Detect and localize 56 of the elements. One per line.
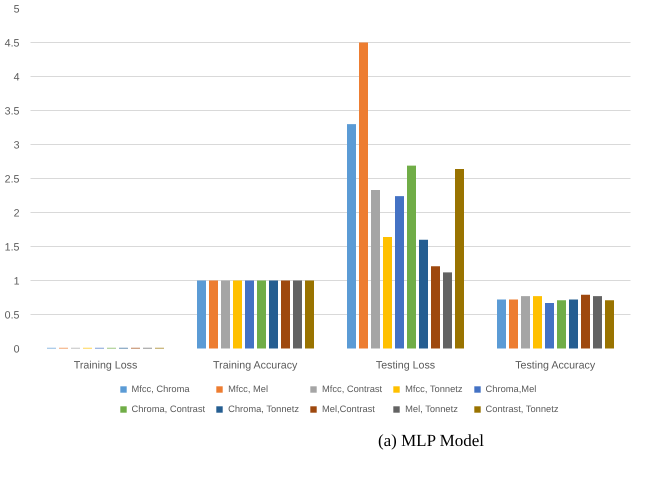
bar bbox=[605, 300, 614, 348]
bar bbox=[383, 236, 392, 348]
bar bbox=[419, 240, 428, 348]
legend-label: Mfcc, Contrast bbox=[322, 384, 382, 394]
y-tick-label: 1.5 bbox=[4, 242, 20, 254]
bar bbox=[233, 280, 242, 348]
bar bbox=[581, 294, 590, 348]
bar bbox=[245, 280, 254, 348]
bar bbox=[293, 280, 302, 348]
bar bbox=[281, 280, 290, 348]
bar bbox=[455, 168, 464, 348]
bar bbox=[521, 296, 530, 348]
y-tick-label: 0.5 bbox=[4, 310, 20, 322]
legend-label: Chroma, Contrast bbox=[132, 404, 206, 414]
y-tick-label: 4 bbox=[14, 72, 20, 84]
bar bbox=[545, 302, 554, 348]
y-tick-label: 2 bbox=[14, 208, 20, 220]
legend-label: Chroma,Mel bbox=[486, 384, 536, 394]
bar bbox=[497, 300, 506, 348]
text: (a) MLP Model bbox=[378, 430, 484, 452]
x-tick-label: Testing Accuracy bbox=[515, 360, 596, 372]
bar bbox=[197, 280, 206, 348]
bar bbox=[533, 296, 542, 348]
bar bbox=[557, 300, 566, 348]
legend-label: Mfcc, Chroma bbox=[132, 384, 190, 394]
y-tick-label: 1 bbox=[14, 276, 20, 288]
y-tick-label: 3.5 bbox=[4, 106, 20, 118]
bar bbox=[221, 280, 230, 348]
bar bbox=[593, 296, 602, 348]
legend-label: Chroma, Tonnetz bbox=[228, 404, 300, 414]
bar bbox=[305, 280, 314, 348]
bar bbox=[509, 300, 518, 348]
bar bbox=[431, 266, 440, 348]
bar bbox=[347, 124, 356, 348]
bar bbox=[395, 196, 404, 348]
bar bbox=[359, 42, 368, 348]
bar bbox=[569, 300, 578, 348]
y-tick-label: 0 bbox=[14, 344, 20, 356]
legend-label: Mfcc, Tonnetz bbox=[405, 384, 463, 394]
bar bbox=[407, 166, 416, 348]
legend-label: Contrast, Tonnetz bbox=[486, 404, 558, 414]
bar bbox=[443, 272, 452, 348]
bar bbox=[269, 280, 278, 348]
legend-label: Mel, Tonnetz bbox=[405, 404, 458, 414]
y-tick-label: 3 bbox=[14, 140, 20, 152]
legend-label: Mel,Contrast bbox=[322, 404, 375, 414]
x-tick-label: Testing Loss bbox=[376, 360, 436, 372]
bar bbox=[371, 190, 380, 348]
bar bbox=[209, 280, 218, 348]
bar bbox=[257, 280, 266, 348]
x-tick-label: Training Accuracy bbox=[213, 360, 298, 372]
x-tick-label: Training Loss bbox=[74, 360, 138, 372]
legend-label: Mfcc, Mel bbox=[228, 384, 268, 394]
y-tick-label: 5 bbox=[14, 4, 20, 16]
y-tick-label: 2.5 bbox=[4, 174, 20, 186]
y-tick-label: 4.5 bbox=[4, 38, 20, 50]
